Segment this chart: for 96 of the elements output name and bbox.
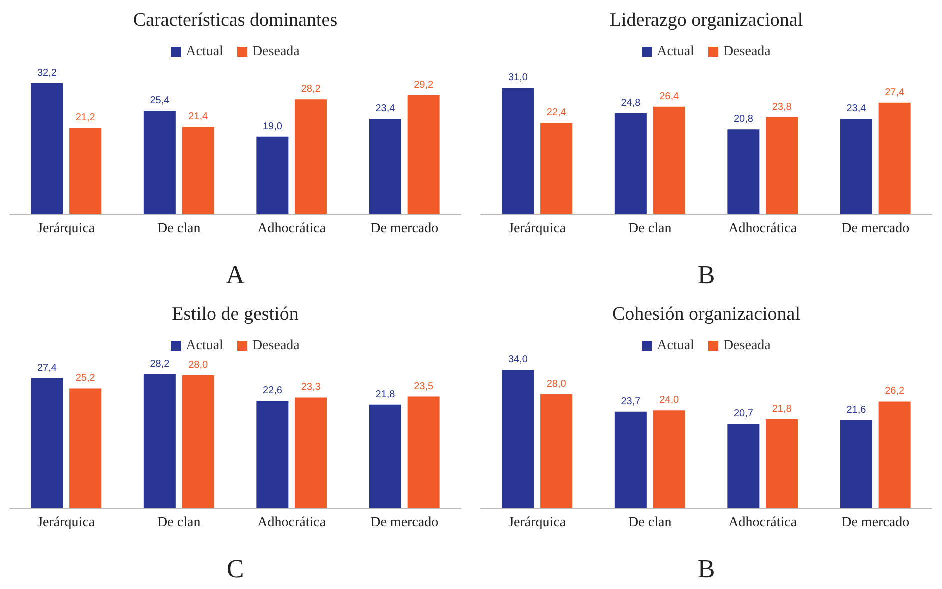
data-label: 32,2 xyxy=(37,68,58,79)
data-label: 28,0 xyxy=(188,360,208,371)
bar xyxy=(878,402,911,508)
bar xyxy=(31,378,64,508)
bar xyxy=(144,110,176,214)
x-tick-label: De mercado xyxy=(842,222,910,236)
x-tick-label: Jerárquica xyxy=(508,222,567,236)
bar xyxy=(256,401,289,508)
legend-label: Actual xyxy=(186,338,224,354)
bar xyxy=(295,100,328,214)
bar xyxy=(878,102,911,214)
data-label: 26,2 xyxy=(885,386,905,398)
data-label: 23,7 xyxy=(621,396,642,408)
data-label: 23,4 xyxy=(376,104,396,115)
bar xyxy=(70,128,102,214)
data-label: 34,0 xyxy=(508,354,528,366)
bar xyxy=(182,127,214,214)
chart-title: Cohesión organizacional xyxy=(612,304,801,325)
data-label: 21,8 xyxy=(376,389,396,400)
data-label: 22,4 xyxy=(546,108,567,119)
x-tick-label: De mercado xyxy=(842,516,910,530)
bar xyxy=(766,420,798,508)
x-tick-label: Adhocrática xyxy=(728,222,798,236)
bar xyxy=(182,375,214,508)
x-tick-label: Jerárquica xyxy=(508,516,567,530)
legend-label: Actual xyxy=(657,44,695,60)
data-label: 23,3 xyxy=(301,382,322,394)
data-label: 20,7 xyxy=(734,408,754,420)
data-label: 28,2 xyxy=(301,84,322,96)
bar xyxy=(766,117,798,214)
x-tick-label: Adhocrática xyxy=(258,222,327,236)
bar xyxy=(144,374,176,508)
x-tick-label: Adhocrática xyxy=(728,516,798,530)
data-label: 21,2 xyxy=(76,112,96,124)
data-label: 27,4 xyxy=(37,362,58,374)
bar xyxy=(540,394,573,508)
legend-label: Deseada xyxy=(252,338,301,354)
data-label: 24,0 xyxy=(660,395,680,406)
x-tick-label: Adhocrática xyxy=(258,516,327,530)
bar xyxy=(369,119,402,214)
bar xyxy=(840,420,872,508)
data-label: 21,8 xyxy=(772,404,792,416)
data-label: 27,4 xyxy=(885,87,905,98)
bar xyxy=(408,396,440,508)
chart-title: Liderazgo organizacional xyxy=(610,10,804,31)
bar xyxy=(840,119,872,214)
text: A xyxy=(226,260,246,290)
data-label: 28,0 xyxy=(546,378,567,390)
bar xyxy=(540,123,573,214)
legend-label: Deseada xyxy=(723,338,772,354)
bar xyxy=(502,370,534,508)
data-label: 21,6 xyxy=(846,404,867,416)
bar xyxy=(256,136,289,214)
x-tick-label: De mercado xyxy=(370,516,439,530)
data-label: 29,2 xyxy=(414,80,434,92)
x-tick-label: De mercado xyxy=(370,222,439,236)
data-label: 24,8 xyxy=(621,98,642,109)
data-label: 31,0 xyxy=(508,72,528,84)
bar xyxy=(728,130,760,214)
bar xyxy=(369,404,402,508)
bar xyxy=(614,113,647,214)
data-label: 28,2 xyxy=(150,359,170,370)
x-tick-label: De clan xyxy=(628,516,672,530)
data-label: 23,8 xyxy=(772,102,792,113)
legend-label: Actual xyxy=(186,44,224,60)
data-label: 20,8 xyxy=(734,114,754,126)
chart-title: Características dominantes xyxy=(133,10,338,31)
x-tick-label: De clan xyxy=(628,222,672,236)
data-label: 26,4 xyxy=(660,91,680,102)
data-label: 25,4 xyxy=(150,95,170,106)
bar xyxy=(408,96,440,214)
bar xyxy=(31,83,64,214)
bar xyxy=(614,412,647,508)
data-label: 23,4 xyxy=(846,104,867,115)
bar xyxy=(728,424,760,508)
bar xyxy=(653,106,686,214)
x-tick-label: Jerárquica xyxy=(38,516,96,530)
legend-label: Deseada xyxy=(723,44,772,60)
data-label: 22,6 xyxy=(262,386,283,397)
bar xyxy=(295,398,328,508)
text: B xyxy=(698,260,716,290)
legend-label: Deseada xyxy=(252,44,301,60)
x-tick-label: De clan xyxy=(158,222,201,236)
data-label: 23,5 xyxy=(414,381,434,392)
bar xyxy=(653,410,686,508)
bar xyxy=(70,388,102,508)
chart-title: Estilo de gestión xyxy=(172,304,300,325)
data-label: 25,2 xyxy=(76,373,96,384)
x-tick-label: Jerárquica xyxy=(38,222,96,236)
data-label: 21,4 xyxy=(188,112,208,123)
bar xyxy=(502,88,534,214)
text: B xyxy=(698,554,716,584)
legend-label: Actual xyxy=(657,338,695,354)
text: C xyxy=(226,554,244,584)
x-tick-label: De clan xyxy=(158,516,201,530)
data-label: 19,0 xyxy=(262,121,283,132)
